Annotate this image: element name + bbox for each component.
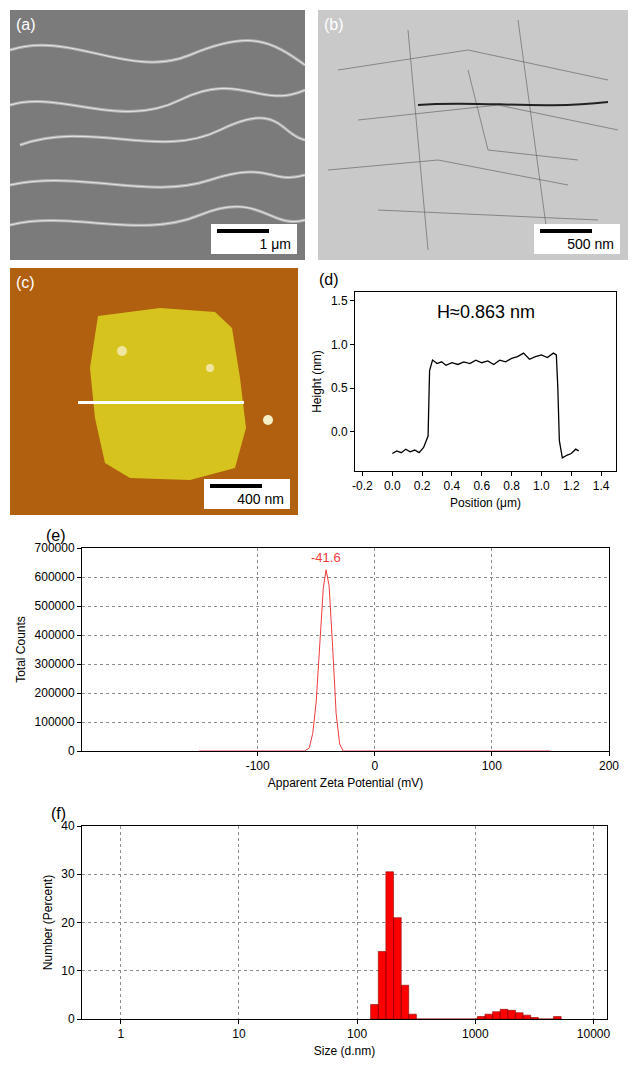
svg-text:500 nm: 500 nm	[567, 236, 614, 252]
svg-text:200000: 200000	[35, 686, 75, 700]
svg-text:1.0: 1.0	[331, 338, 348, 352]
svg-text:30: 30	[61, 867, 75, 881]
svg-text:300000: 300000	[35, 657, 75, 671]
svg-text:200: 200	[599, 759, 619, 773]
svg-text:20: 20	[61, 916, 75, 930]
svg-text:0.6: 0.6	[473, 479, 490, 493]
svg-text:0.0: 0.0	[384, 479, 401, 493]
svg-text:40: 40	[61, 819, 75, 833]
svg-text:(d): (d)	[319, 271, 339, 288]
svg-text:-0.2: -0.2	[352, 479, 373, 493]
svg-text:10000: 10000	[577, 1027, 611, 1041]
svg-text:0.5: 0.5	[331, 381, 348, 395]
svg-text:100: 100	[347, 1027, 367, 1041]
svg-text:0.4: 0.4	[444, 479, 461, 493]
svg-text:Size (d.nm): Size (d.nm)	[314, 1044, 375, 1058]
svg-text:1: 1	[117, 1027, 124, 1041]
svg-text:400000: 400000	[35, 628, 75, 642]
svg-text:1.0: 1.0	[533, 479, 550, 493]
svg-text:0.2: 0.2	[414, 479, 431, 493]
svg-text:100: 100	[482, 759, 502, 773]
svg-text:0.0: 0.0	[331, 425, 348, 439]
svg-text:Number (Percent): Number (Percent)	[41, 875, 55, 970]
svg-text:(f): (f)	[51, 805, 66, 822]
svg-text:-100: -100	[246, 759, 270, 773]
svg-text:500000: 500000	[35, 599, 75, 613]
svg-text:1.4: 1.4	[593, 479, 610, 493]
svg-text:H≈0.863 nm: H≈0.863 nm	[437, 302, 535, 322]
svg-text:(b): (b)	[324, 16, 344, 33]
svg-text:(c): (c)	[16, 274, 35, 291]
svg-text:Height (nm): Height (nm)	[310, 350, 324, 413]
svg-text:600000: 600000	[35, 570, 75, 584]
svg-text:Total Counts: Total Counts	[14, 616, 28, 683]
svg-text:(e): (e)	[46, 527, 66, 544]
svg-text:1000: 1000	[462, 1027, 489, 1041]
svg-text:1.5: 1.5	[331, 294, 348, 308]
svg-text:Position (μm): Position (μm)	[450, 496, 521, 510]
svg-text:10: 10	[232, 1027, 246, 1041]
svg-text:Apparent Zeta Potential (mV): Apparent Zeta Potential (mV)	[268, 776, 423, 790]
svg-text:1 μm: 1 μm	[260, 236, 291, 252]
svg-text:0: 0	[68, 1012, 75, 1026]
svg-text:0: 0	[371, 759, 378, 773]
svg-text:10: 10	[61, 964, 75, 978]
svg-text:1.2: 1.2	[563, 479, 580, 493]
svg-text:400 nm: 400 nm	[237, 491, 284, 507]
svg-text:0: 0	[68, 744, 75, 758]
svg-text:100000: 100000	[35, 715, 75, 729]
svg-text:-41.6: -41.6	[311, 550, 341, 565]
svg-text:(a): (a)	[16, 16, 36, 33]
svg-text:700000: 700000	[35, 541, 75, 555]
svg-text:0.8: 0.8	[503, 479, 520, 493]
